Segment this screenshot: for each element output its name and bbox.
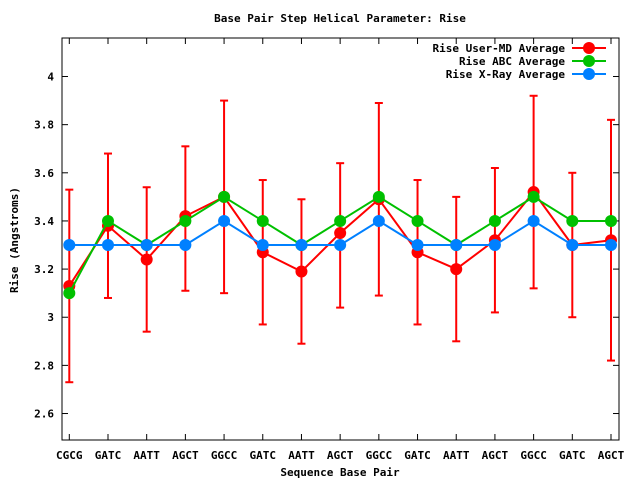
data-point (605, 239, 617, 252)
x-tick-label: AATT (133, 449, 160, 462)
data-point (372, 190, 385, 203)
data-point (295, 239, 308, 252)
y-tick-label: 4 (47, 71, 54, 84)
data-point (488, 214, 501, 227)
series-3 (63, 214, 617, 252)
data-point (566, 239, 579, 252)
data-point (450, 239, 463, 252)
y-tick-label: 3.4 (34, 215, 54, 228)
data-point (372, 214, 385, 227)
x-tick-label: GATC (559, 449, 586, 462)
x-tick-label: GGCC (366, 449, 393, 462)
x-tick-label: AGCT (172, 449, 199, 462)
legend-marker (583, 42, 595, 54)
data-point (411, 239, 424, 252)
x-tick-label: GATC (404, 449, 431, 462)
data-point (179, 214, 192, 227)
data-point (256, 239, 269, 252)
data-point (295, 265, 308, 278)
data-point (218, 214, 231, 227)
legend-marker (583, 55, 595, 67)
data-point (63, 239, 76, 252)
series-1 (63, 94, 617, 384)
legend-label: Rise ABC Average (459, 55, 565, 68)
data-point (179, 239, 192, 252)
y-tick-label: 2.8 (34, 359, 54, 372)
data-point (527, 190, 540, 203)
data-point (101, 214, 114, 227)
data-point (334, 239, 347, 252)
x-tick-label: AATT (288, 449, 315, 462)
data-point (218, 190, 231, 203)
legend-label: Rise User-MD Average (433, 42, 566, 55)
y-axis-label: Rise (Angstroms) (8, 187, 21, 293)
data-point (411, 214, 424, 227)
data-point (101, 239, 114, 252)
data-point (527, 214, 540, 227)
x-tick-label: GATC (250, 449, 277, 462)
chart-title: Base Pair Step Helical Parameter: Rise (214, 12, 466, 25)
data-point (566, 214, 579, 227)
x-tick-label: AGCT (482, 449, 509, 462)
x-tick-label: AGCT (327, 449, 354, 462)
data-point (140, 253, 153, 266)
x-tick-label: GGCC (520, 449, 547, 462)
data-point (450, 263, 463, 276)
legend-label: Rise X-Ray Average (446, 68, 566, 81)
y-tick-label: 3.6 (34, 167, 54, 180)
data-point (334, 214, 347, 227)
x-tick-label: AATT (443, 449, 470, 462)
y-tick-label: 2.6 (34, 408, 54, 421)
x-axis-label: Sequence Base Pair (280, 466, 400, 479)
y-tick-label: 3.2 (34, 263, 54, 276)
x-tick-label: GGCC (211, 449, 238, 462)
data-point (334, 226, 347, 239)
data-point (140, 239, 153, 252)
data-point (605, 214, 617, 227)
data-point (63, 287, 76, 300)
y-tick-label: 3 (47, 311, 54, 324)
x-tick-label: GATC (95, 449, 122, 462)
y-tick-label: 3.8 (34, 119, 54, 132)
legend-marker (583, 68, 595, 80)
x-tick-label: CGCG (56, 449, 83, 462)
data-point (488, 239, 501, 252)
data-point (256, 214, 269, 227)
x-tick-label: AGCT (598, 449, 625, 462)
